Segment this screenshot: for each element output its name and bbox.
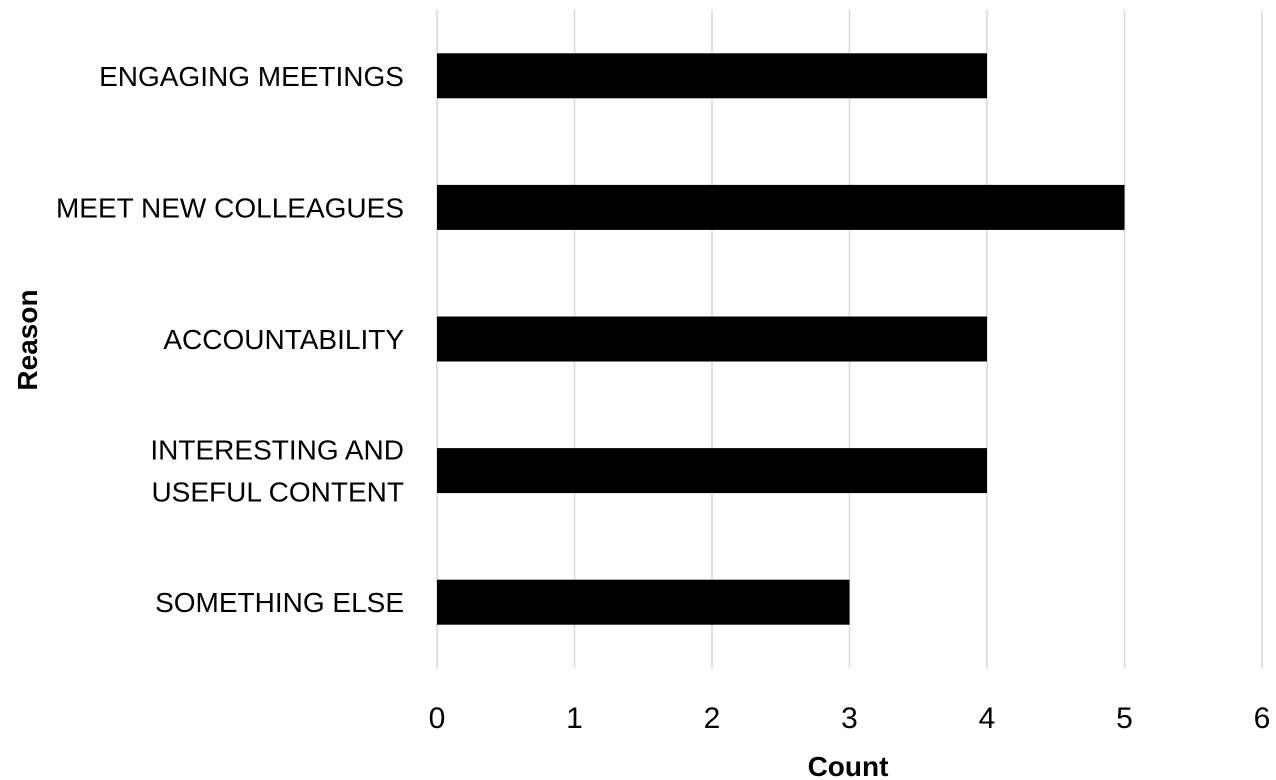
x-axis-title: Count [808, 751, 889, 780]
bar-2 [437, 316, 987, 362]
category-label-1: MEET NEW COLLEAGUES [56, 192, 404, 223]
x-tick-labels: 0 1 2 3 4 5 6 [429, 702, 1271, 735]
x-tick-label-2: 2 [704, 702, 721, 735]
bars [437, 53, 1125, 625]
bar-0 [437, 53, 987, 99]
category-labels: ENGAGING MEETINGS MEET NEW COLLEAGUES ACCO… [56, 61, 404, 618]
x-tick-label-1: 1 [566, 702, 583, 735]
category-label-3-line-0: INTERESTING AND [150, 435, 404, 466]
category-label-3-line-1: USEFUL CONTENT [151, 477, 404, 508]
y-axis-title: Reason [12, 289, 43, 390]
bar-4 [437, 579, 850, 625]
category-label-4: SOMETHING ELSE [155, 587, 404, 618]
x-tick-label-6: 6 [1254, 702, 1271, 735]
x-tick-label-4: 4 [979, 702, 996, 735]
x-tick-label-3: 3 [841, 702, 858, 735]
bar-3 [437, 448, 987, 494]
x-tick-label-0: 0 [429, 702, 446, 735]
bar-1 [437, 184, 1125, 230]
category-label-2: ACCOUNTABILITY [163, 324, 404, 355]
category-label-0: ENGAGING MEETINGS [99, 61, 404, 92]
x-tick-label-5: 5 [1116, 702, 1133, 735]
